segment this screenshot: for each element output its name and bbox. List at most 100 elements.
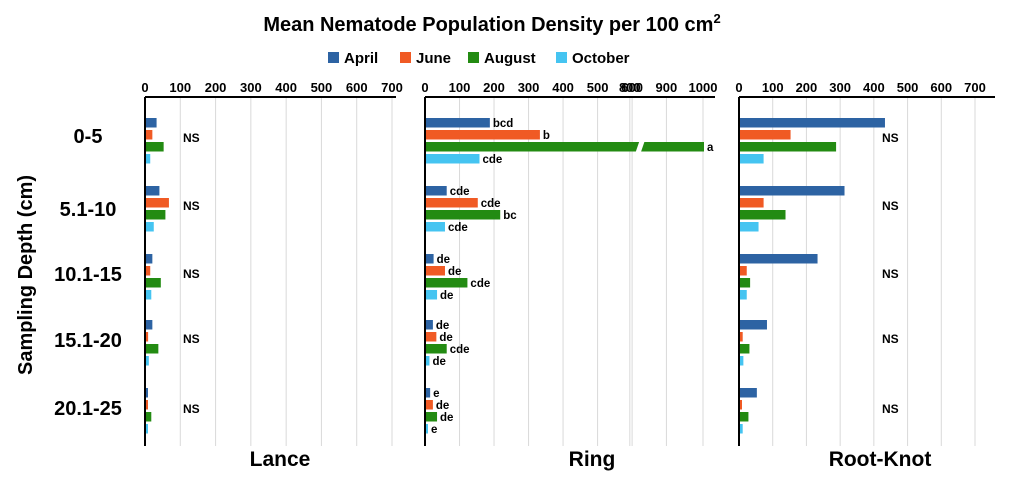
bar-august [426, 412, 438, 422]
bar-august [146, 210, 166, 220]
significance-label: cde [450, 186, 470, 198]
bar-april [426, 254, 434, 264]
bar-august [740, 412, 749, 422]
x-tick-label: 300 [518, 80, 540, 95]
x-tick-label: 100 [449, 80, 471, 95]
x-tick-label: 100 [762, 80, 784, 95]
bar-october [426, 154, 480, 164]
significance-label: de [439, 332, 452, 344]
significance-label: de [440, 290, 453, 302]
bar-august [740, 210, 786, 220]
y-axis-label: Sampling Depth (cm) [15, 175, 37, 375]
legend-swatch-october [556, 52, 567, 63]
legend-swatch-august [468, 52, 479, 63]
significance-label: cde [448, 222, 468, 234]
ns-label: NS [882, 402, 899, 416]
significance-label: de [440, 412, 453, 424]
bar-april [426, 186, 447, 196]
bar-october [426, 222, 445, 232]
bar-june [426, 130, 540, 140]
x-tick-label: 0 [735, 80, 742, 95]
ns-label: NS [183, 402, 200, 416]
bar-june [146, 130, 153, 140]
x-tick-label: 200 [483, 80, 505, 95]
bar-august [146, 142, 164, 152]
bar-april [740, 118, 885, 128]
bar-august [426, 344, 447, 354]
bar-june [740, 198, 764, 208]
significance-label: cde [481, 198, 501, 210]
ns-label: NS [183, 131, 200, 145]
significance-label: de [432, 356, 445, 368]
bar-august [740, 344, 750, 354]
chart-title: Mean Nematode Population Density per 100… [263, 11, 720, 36]
panel-title: Ring [569, 448, 616, 471]
axis-break-marker [634, 137, 646, 157]
x-tick-label: 0 [421, 80, 428, 95]
ns-label: NS [882, 267, 899, 281]
significance-label: e [433, 388, 439, 400]
legend-label-april: April [344, 50, 378, 67]
bar-april [740, 320, 767, 330]
significance-label: de [448, 266, 461, 278]
bar-june [740, 266, 747, 276]
x-tick-label: 200 [205, 80, 227, 95]
x-tick-label: 600 [930, 80, 952, 95]
x-tick-label: 400 [275, 80, 297, 95]
significance-label: de [436, 400, 449, 412]
x-tick-label: 800 [619, 80, 641, 95]
depth-label: 10.1-15 [54, 264, 122, 286]
ns-label: NS [183, 199, 200, 213]
depth-label: 15.1-20 [54, 330, 122, 352]
bar-october [426, 424, 428, 434]
bar-october [740, 290, 747, 300]
bar-april [740, 186, 845, 196]
bar-april [426, 118, 490, 128]
bar-april [426, 388, 431, 398]
bar-august [740, 142, 837, 152]
ns-label: NS [882, 199, 899, 213]
x-tick-label: 700 [964, 80, 986, 95]
bar-june [740, 332, 743, 342]
significance-label: bc [503, 210, 517, 222]
ns-label: NS [183, 267, 200, 281]
x-tick-label: 400 [552, 80, 574, 95]
bar-june [426, 332, 437, 342]
depth-label: 20.1-25 [54, 398, 122, 420]
bar-april [146, 320, 153, 330]
panel-title: Root-Knot [829, 448, 932, 471]
x-tick-label: 300 [829, 80, 851, 95]
bar-october [426, 356, 430, 366]
bar-april [146, 254, 153, 264]
bar-april [740, 254, 818, 264]
significance-label: e [431, 424, 437, 436]
bar-june [426, 266, 445, 276]
legend-swatch-april [328, 52, 339, 63]
bar-october [740, 222, 759, 232]
x-tick-label: 400 [863, 80, 885, 95]
depth-label: 0-5 [74, 126, 103, 148]
x-tick-label: 100 [169, 80, 191, 95]
chart-title-text: Mean Nematode Population Density per 100… [263, 14, 713, 36]
x-tick-label: 500 [897, 80, 919, 95]
panel-root-knot: 0 100 200 300 400 500 600 700 NS NS NS NS NS Root-Kno… [735, 80, 995, 471]
significance-label: cde [450, 344, 470, 356]
bar-april [146, 186, 160, 196]
bar-june [740, 400, 742, 410]
significance-label: de [436, 320, 449, 332]
bar-october [146, 154, 151, 164]
bar-april [146, 118, 157, 128]
legend-label-october: October [572, 50, 630, 67]
bar-october [146, 222, 154, 232]
bar-august [740, 278, 751, 288]
legend-swatch-june [400, 52, 411, 63]
significance-label: cde [470, 278, 490, 290]
x-tick-label: 500 [587, 80, 609, 95]
ns-label: NS [882, 131, 899, 145]
panel-lance: 0 100 200 300 400 500 600 700 NS NS NS NS NS Lance [141, 80, 402, 471]
bar-august [146, 344, 159, 354]
bar-august [426, 278, 468, 288]
x-tick-label: 200 [796, 80, 818, 95]
x-tick-label: 300 [240, 80, 262, 95]
